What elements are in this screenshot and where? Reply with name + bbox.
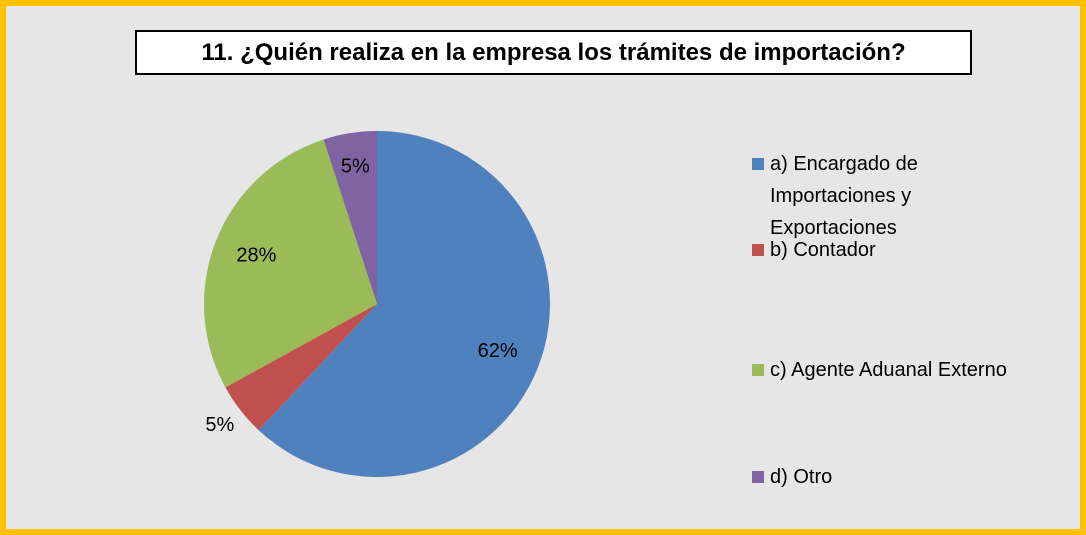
legend-item: b) Contador	[752, 234, 876, 266]
data-label: 5%	[341, 156, 370, 178]
chart-title: 11. ¿Quién realiza en la empresa los trá…	[135, 30, 972, 75]
data-label: 5%	[205, 414, 234, 436]
chart: 62% 5% 28% 5%	[203, 131, 551, 477]
legend-swatch	[752, 364, 764, 376]
legend-item: d) Otro	[752, 461, 832, 493]
legend-swatch	[752, 471, 764, 483]
data-label: 28%	[236, 245, 276, 267]
pie-slice	[258, 131, 551, 477]
pie-slice	[203, 139, 377, 388]
data-label: 62%	[478, 340, 518, 362]
legend-swatch	[752, 244, 764, 256]
legend-label: b) Contador	[770, 239, 876, 261]
legend-item: c) Agente Aduanal Externo	[752, 354, 1007, 386]
pie-slice	[323, 131, 377, 304]
legend-item: a) Encargado de Importaciones y Exportac…	[752, 148, 960, 244]
legend-label: a) Encargado de Importaciones y Exportac…	[770, 153, 918, 239]
pie-slice	[225, 304, 377, 431]
legend-swatch	[752, 158, 764, 170]
legend-label: d) Otro	[770, 466, 833, 488]
legend-label: c) Agente Aduanal Externo	[770, 359, 1007, 381]
